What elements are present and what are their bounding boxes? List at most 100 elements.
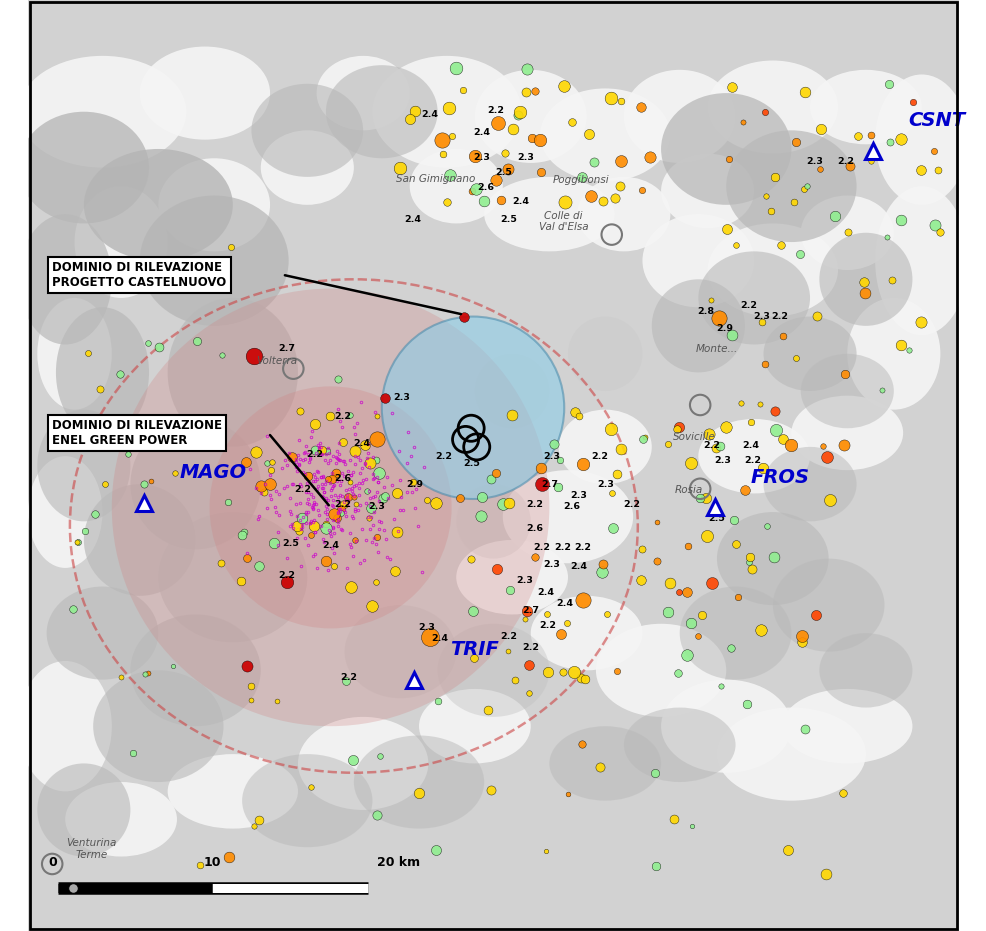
- Ellipse shape: [800, 354, 893, 428]
- Ellipse shape: [763, 317, 856, 391]
- Ellipse shape: [75, 186, 168, 298]
- Ellipse shape: [679, 587, 791, 680]
- Ellipse shape: [577, 177, 669, 251]
- Text: 2.2: 2.2: [836, 157, 853, 167]
- Text: 2.2: 2.2: [740, 301, 756, 310]
- Ellipse shape: [130, 614, 260, 726]
- Text: 2.5: 2.5: [495, 168, 512, 177]
- Text: 2.2: 2.2: [553, 543, 570, 552]
- Text: 2.4: 2.4: [421, 110, 438, 119]
- Ellipse shape: [698, 419, 810, 493]
- Text: Sovicille: Sovicille: [672, 432, 715, 441]
- Ellipse shape: [325, 65, 437, 158]
- Ellipse shape: [19, 112, 149, 223]
- Ellipse shape: [474, 70, 586, 163]
- Ellipse shape: [56, 307, 149, 438]
- Text: 2.2: 2.2: [522, 643, 538, 653]
- Circle shape: [111, 289, 549, 726]
- Ellipse shape: [558, 410, 651, 484]
- Ellipse shape: [623, 708, 735, 782]
- Ellipse shape: [372, 56, 521, 168]
- Text: 2.2: 2.2: [771, 312, 788, 321]
- Text: Rosia: Rosia: [674, 485, 702, 494]
- Ellipse shape: [140, 196, 288, 326]
- Ellipse shape: [168, 298, 298, 447]
- Ellipse shape: [530, 596, 642, 670]
- Text: 2.8: 2.8: [696, 307, 714, 317]
- Text: 2.2: 2.2: [334, 500, 351, 509]
- Ellipse shape: [456, 540, 567, 614]
- Ellipse shape: [140, 47, 270, 140]
- Ellipse shape: [716, 512, 828, 605]
- Text: 2.2: 2.2: [499, 632, 517, 641]
- Text: 2.4: 2.4: [570, 561, 587, 571]
- Text: 2.3: 2.3: [542, 452, 559, 461]
- Text: 2.5: 2.5: [463, 459, 480, 468]
- Text: 2.4: 2.4: [403, 215, 421, 224]
- Text: 2.2: 2.2: [591, 452, 607, 461]
- Text: 2.3: 2.3: [418, 623, 435, 632]
- Ellipse shape: [456, 484, 530, 559]
- Text: 2.5: 2.5: [500, 215, 517, 224]
- Text: 2.2: 2.2: [538, 621, 555, 630]
- Ellipse shape: [800, 196, 893, 270]
- Ellipse shape: [46, 587, 158, 680]
- Ellipse shape: [763, 447, 856, 521]
- Text: 0: 0: [48, 856, 57, 869]
- Ellipse shape: [37, 763, 130, 857]
- Ellipse shape: [298, 717, 428, 810]
- Text: CSNT: CSNT: [908, 112, 965, 130]
- Ellipse shape: [484, 177, 614, 251]
- Text: 2.3: 2.3: [570, 491, 587, 500]
- Text: TRIF: TRIF: [450, 641, 498, 659]
- Text: 2.2: 2.2: [334, 412, 351, 421]
- Text: 2.6: 2.6: [477, 182, 494, 192]
- Text: 2.3: 2.3: [369, 502, 386, 511]
- Text: 2.2: 2.2: [306, 450, 323, 459]
- Text: 2.4: 2.4: [321, 541, 339, 550]
- Ellipse shape: [168, 754, 298, 829]
- Text: Venturina
Terme: Venturina Terme: [66, 838, 116, 860]
- Ellipse shape: [260, 130, 354, 205]
- Text: 2.6: 2.6: [526, 524, 542, 533]
- Text: 2.2: 2.2: [526, 500, 542, 509]
- Ellipse shape: [158, 158, 270, 251]
- Text: 2.3: 2.3: [517, 576, 533, 586]
- Text: 2.2: 2.2: [743, 456, 760, 466]
- Ellipse shape: [344, 605, 456, 698]
- Ellipse shape: [642, 214, 753, 307]
- Ellipse shape: [707, 61, 837, 154]
- Text: 2.4: 2.4: [431, 634, 448, 643]
- Ellipse shape: [130, 419, 260, 549]
- Text: 2.3: 2.3: [517, 153, 534, 162]
- Ellipse shape: [772, 559, 883, 652]
- Ellipse shape: [726, 130, 856, 242]
- Text: Colle di
Val d'Elsa: Colle di Val d'Elsa: [538, 210, 588, 233]
- Text: 2.2: 2.2: [435, 452, 453, 461]
- Ellipse shape: [810, 70, 921, 144]
- Ellipse shape: [37, 410, 130, 521]
- Ellipse shape: [437, 624, 549, 717]
- Text: 2.3: 2.3: [472, 153, 489, 162]
- Text: Monte...: Monte...: [695, 344, 738, 354]
- Ellipse shape: [698, 251, 810, 344]
- Ellipse shape: [818, 233, 911, 326]
- Ellipse shape: [502, 470, 632, 563]
- Text: 2.2: 2.2: [486, 106, 503, 115]
- Ellipse shape: [251, 84, 363, 177]
- Text: Volterra: Volterra: [255, 357, 297, 366]
- Text: 2.7: 2.7: [522, 606, 538, 615]
- Text: 2.2: 2.2: [574, 543, 591, 552]
- Ellipse shape: [707, 223, 837, 317]
- Text: 2.6: 2.6: [563, 502, 580, 511]
- Ellipse shape: [791, 396, 902, 470]
- Ellipse shape: [93, 670, 223, 782]
- Ellipse shape: [84, 484, 195, 596]
- Ellipse shape: [875, 74, 967, 205]
- Text: 2.3: 2.3: [752, 312, 769, 321]
- Text: 2.2: 2.2: [532, 543, 550, 552]
- Ellipse shape: [242, 754, 372, 847]
- Text: 2.4: 2.4: [352, 439, 370, 448]
- Text: 2.2: 2.2: [622, 500, 639, 509]
- Ellipse shape: [716, 708, 865, 801]
